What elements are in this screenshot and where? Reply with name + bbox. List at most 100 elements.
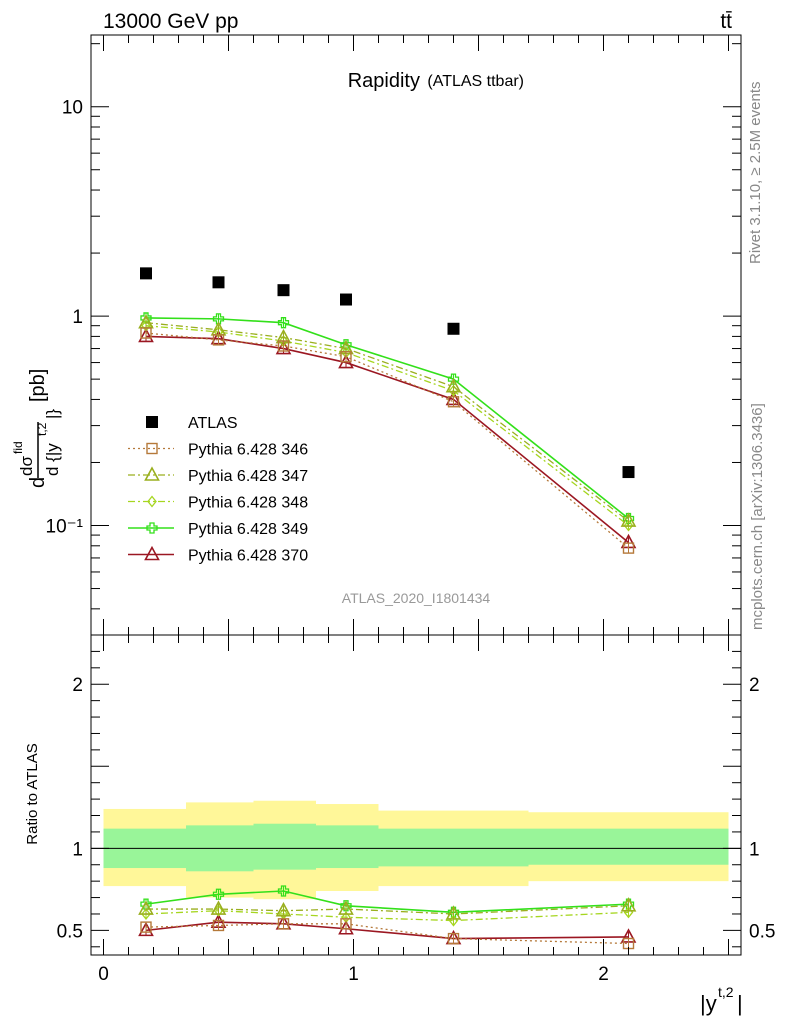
legend-label-pythia-6-428-347: Pythia 6.428 347: [188, 468, 308, 485]
main-point-pythia-6-428-349: [277, 317, 290, 329]
svg-text:t,2: t,2: [718, 984, 734, 1000]
ratio-point-pythia-6-428-346: [340, 918, 352, 930]
svg-text:d {|y: d {|y: [43, 443, 62, 476]
main-line-pythia-6-428-348: [145, 325, 629, 527]
svg-text:|}: |}: [43, 409, 62, 419]
svg-text:|: |: [737, 991, 743, 1016]
legend-marker-pythia-6-428-346: [146, 442, 158, 455]
legend-marker-pythia-6-428-348: [147, 495, 157, 508]
main-line-pythia-6-428-349: [145, 317, 629, 520]
main-point-pythia-6-428-346: [212, 334, 225, 346]
chart-subtitle: (ATLAS ttbar): [427, 73, 524, 90]
ratio-point-pythia-6-428-347: [338, 900, 354, 915]
ratio-point-pythia-6-428-347: [275, 902, 292, 917]
main-point-pythia-6-428-346: [622, 542, 635, 554]
ratio-y-tick-label-right: 0.5: [749, 921, 775, 942]
ratio-panel: 2 2 1 1 0.5 0.5 0 1 2 Ratio to ATLAS |y t,2 |: [24, 634, 775, 1016]
header-process-label: 13000 GeV pp: [103, 10, 238, 33]
ratio-y-tick-label-right: 2: [749, 675, 760, 696]
header-final-state-label: tt̄: [720, 10, 732, 33]
ratio-y-tick-label-left: 1: [72, 839, 83, 860]
ratio-point-pythia-6-428-347: [445, 905, 462, 920]
main-point-atlas: [212, 276, 225, 289]
legend-label-pythia-6-428-370: Pythia 6.428 370: [188, 548, 308, 565]
ratio-point-pythia-6-428-347: [138, 900, 154, 915]
legend-label-pythia-6-428-349: Pythia 6.428 349: [188, 521, 308, 538]
main-point-pythia-6-428-347: [620, 512, 637, 527]
ratio-band-inner: [253, 823, 316, 870]
ratio-point-pythia-6-428-370: [138, 921, 154, 937]
ratio-point-pythia-6-428-346: [447, 932, 460, 945]
main-point-atlas: [140, 267, 152, 280]
svg-text:d: d: [27, 477, 49, 488]
ratio-band-inner: [378, 828, 529, 867]
ratio-point-pythia-6-428-346: [277, 918, 290, 930]
main-line-pythia-6-428-347: [145, 322, 629, 522]
side-label-mcplots: mcplots.cern.ch [arXiv:1306.3436]: [749, 403, 766, 630]
main-point-atlas: [340, 293, 352, 306]
main-line-pythia-6-428-346: [145, 332, 629, 549]
analysis-watermark: ATLAS_2020_I1801434: [342, 590, 491, 606]
ratio-point-pythia-6-428-346: [140, 921, 152, 933]
ratio-y-tick-label-left: 2: [72, 675, 83, 696]
main-y-tick-label: 10: [62, 98, 83, 119]
ratio-plot-frame: [90, 634, 742, 956]
main-point-pythia-6-428-349: [212, 313, 225, 325]
main-point-atlas: [447, 322, 460, 335]
ratio-x-axis-label: |y t,2 |: [700, 984, 743, 1016]
legend-label-atlas: ATLAS: [188, 415, 238, 432]
ratio-y-tick-label-left: 0.5: [57, 921, 83, 942]
main-panel: 10 1 10⁻¹ Rapidity (ATLAS ttbar) ATLAS_202…: [11, 34, 742, 636]
chart-title: Rapidity: [348, 70, 420, 92]
ratio-x-tick-label: 0: [98, 964, 109, 985]
main-point-atlas: [277, 284, 290, 297]
ratio-x-tick-label: 1: [348, 964, 359, 985]
ratio-point-pythia-6-428-347: [620, 897, 637, 912]
svg-text:dσ: dσ: [17, 456, 36, 476]
ratio-y-axis-label: Ratio to ATLAS: [24, 743, 41, 844]
ratio-point-pythia-6-428-348: [141, 907, 151, 921]
ratio-line-pythia-6-428-348: [145, 910, 629, 922]
main-point-pythia-6-428-346: [447, 396, 460, 408]
main-y-tick-label: 10⁻¹: [46, 517, 84, 538]
svg-text:fid: fid: [11, 441, 25, 454]
legend-marker-pythia-6-428-349: [146, 522, 158, 534]
ratio-plot-marks: [91, 800, 741, 950]
main-point-pythia-6-428-347: [445, 378, 462, 393]
main-point-pythia-6-428-370: [138, 327, 154, 343]
ratio-point-pythia-6-428-349: [212, 888, 225, 900]
main-y-axis-label: d dσ fid d {|y t,2 |} [pb]: [11, 369, 62, 488]
main-y-tick-label: 1: [72, 307, 83, 328]
svg-text:[pb]: [pb]: [27, 369, 49, 402]
ratio-line-pythia-6-428-349: [145, 890, 629, 914]
ratio-band-inner: [528, 828, 729, 865]
main-point-pythia-6-428-346: [340, 350, 352, 363]
side-label-rivet: Rivet 3.1.10, ≥ 2.5M events: [747, 82, 764, 265]
legend-label-pythia-6-428-348: Pythia 6.428 348: [188, 495, 308, 512]
ratio-point-pythia-6-428-349: [277, 885, 290, 897]
main-point-pythia-6-428-346: [277, 340, 290, 352]
ratio-line-pythia-6-428-370: [145, 921, 629, 940]
ratio-point-pythia-6-428-347: [210, 900, 227, 915]
ratio-point-pythia-6-428-370: [338, 920, 354, 935]
legend-label-pythia-6-428-346: Pythia 6.428 346: [188, 442, 308, 459]
ratio-point-pythia-6-428-349: [340, 900, 352, 912]
svg-text:|y: |y: [700, 991, 717, 1016]
main-point-pythia-6-428-346: [140, 327, 152, 339]
ratio-point-pythia-6-428-346: [212, 919, 225, 932]
main-axis-ticks: 10 1 10⁻¹: [46, 35, 741, 636]
main-point-pythia-6-428-348: [623, 519, 634, 532]
ratio-line-pythia-6-428-347: [146, 905, 629, 915]
main-legend: ATLAS Pythia 6.428 346 Pythia 6.428 347 Pyt…: [128, 415, 308, 565]
ratio-axis-ticks: 2 2 1 1 0.5 0.5 0 1 2: [57, 634, 775, 985]
legend-marker-pythia-6-428-370: [144, 545, 160, 561]
legend-marker-pythia-6-428-347: [144, 466, 160, 481]
ratio-y-tick-label-right: 1: [749, 839, 760, 860]
ratio-line-pythia-6-428-346: [145, 923, 629, 945]
ratio-x-tick-label: 2: [598, 964, 609, 985]
legend-marker-atlas: [146, 416, 158, 428]
main-plot-frame: [90, 34, 742, 636]
main-plot-marks: [138, 267, 637, 554]
main-point-atlas: [622, 466, 635, 479]
